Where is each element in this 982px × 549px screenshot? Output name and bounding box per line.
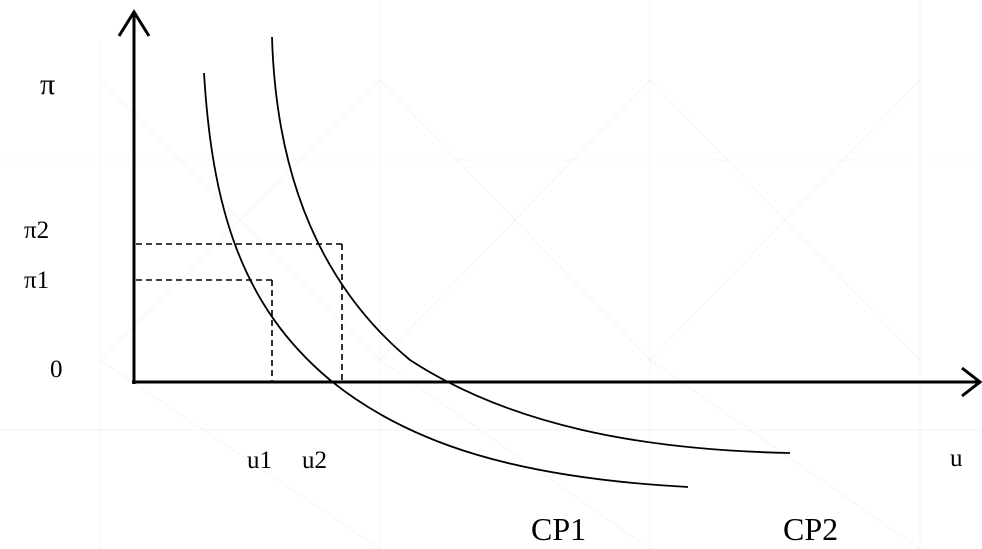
y-tick-pi1: π1 xyxy=(24,267,49,294)
y-axis-arrowhead xyxy=(117,9,151,37)
y-tick-pi2: π2 xyxy=(24,217,49,244)
x-axis-arrowhead xyxy=(961,366,982,398)
y-axis-label: π xyxy=(40,68,55,101)
curve-cp2 xyxy=(271,36,791,454)
curve-cp2-label: CP2 xyxy=(783,511,838,547)
x-tick-u1: u1 xyxy=(247,447,272,474)
x-axis-label: u xyxy=(950,445,963,472)
curve-cp1 xyxy=(203,72,689,488)
curve-cp1-label: CP1 xyxy=(531,511,586,547)
x-tick-u2: u2 xyxy=(302,447,327,474)
origin-label: 0 xyxy=(50,356,63,383)
